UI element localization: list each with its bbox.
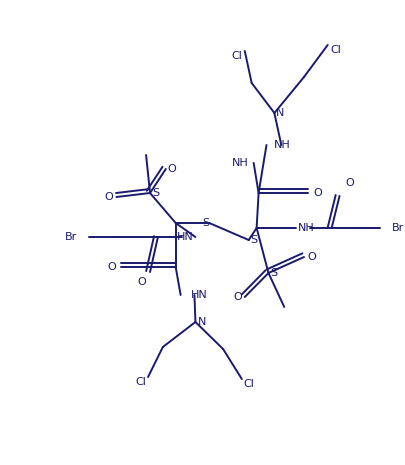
Text: S: S	[202, 218, 209, 228]
Text: O: O	[104, 192, 113, 202]
Text: N: N	[197, 317, 205, 327]
Text: S: S	[151, 188, 159, 198]
Text: O: O	[137, 277, 146, 287]
Text: Cl: Cl	[230, 51, 241, 61]
Text: N: N	[276, 108, 284, 118]
Text: Cl: Cl	[135, 377, 146, 387]
Text: O: O	[345, 178, 353, 188]
Text: NH: NH	[273, 140, 290, 150]
Text: O: O	[306, 252, 315, 262]
Text: HN: HN	[176, 232, 193, 242]
Text: Br: Br	[64, 232, 77, 242]
Text: Cl: Cl	[330, 45, 341, 55]
Text: NH: NH	[297, 223, 314, 233]
Text: S: S	[250, 235, 257, 245]
Text: Cl: Cl	[243, 379, 254, 389]
Text: O: O	[232, 292, 241, 302]
Text: O: O	[313, 188, 322, 198]
Text: HN: HN	[190, 290, 207, 300]
Text: Br: Br	[391, 223, 403, 233]
Text: O: O	[107, 262, 116, 272]
Text: NH: NH	[231, 158, 248, 168]
Text: S: S	[270, 268, 277, 278]
Text: O: O	[167, 164, 176, 174]
